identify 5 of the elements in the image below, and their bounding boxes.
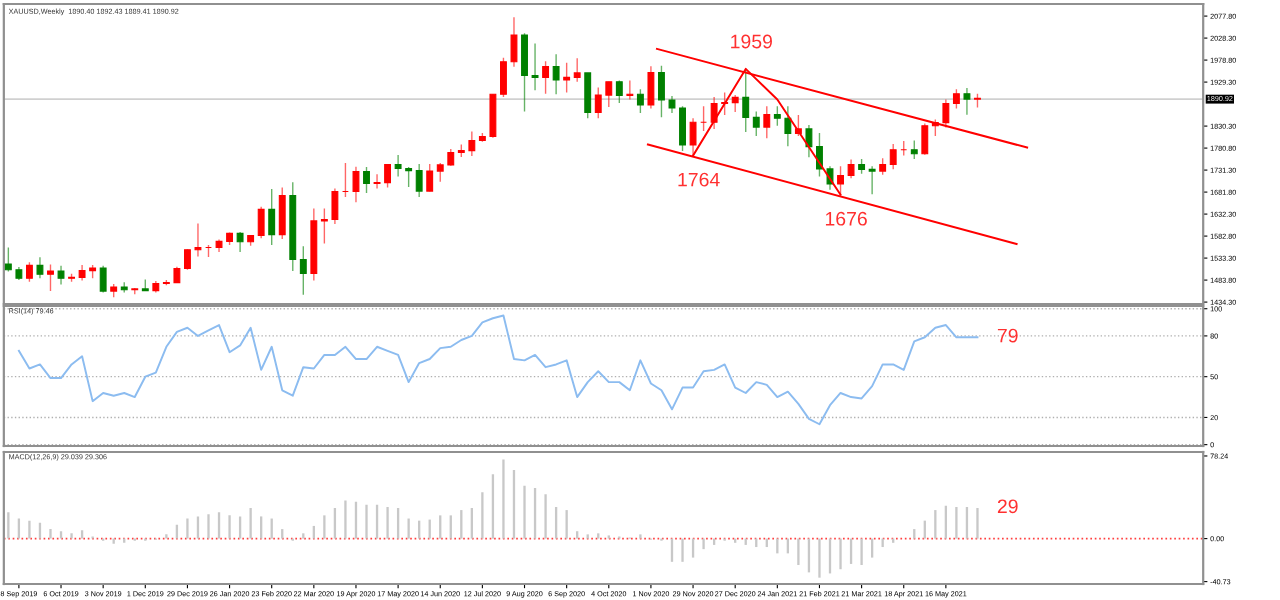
annotation: 79 — [997, 328, 1018, 343]
annotation: 1764 — [678, 172, 720, 187]
annotation: 29 — [997, 499, 1018, 514]
annotation: 1959 — [731, 34, 772, 49]
annotation: 1676 — [825, 211, 867, 226]
